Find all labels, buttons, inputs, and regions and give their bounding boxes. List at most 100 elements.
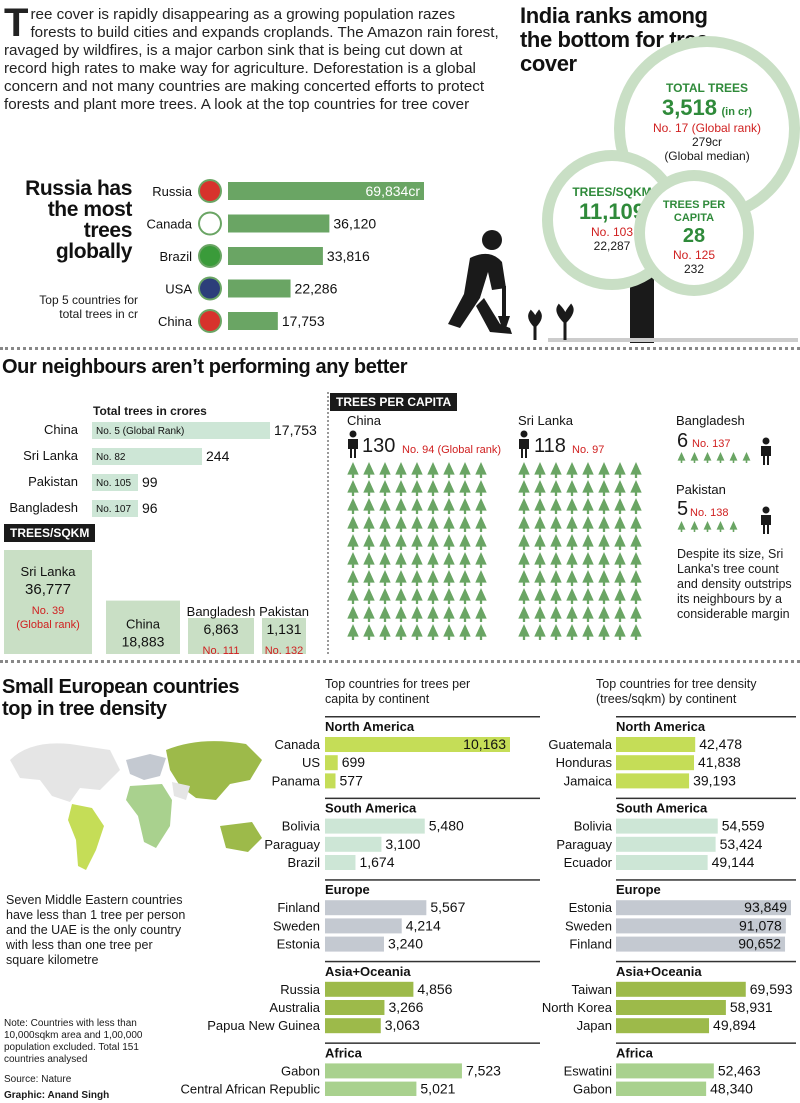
person-icon xyxy=(761,437,771,465)
nb-sqkm-column: Sri Lanka 36,777 No. 39 (Global rank) xyxy=(4,550,92,654)
continent-bar xyxy=(616,855,708,870)
continent-row: Eswatini 52,463 xyxy=(564,1062,761,1079)
nb-sqkm-bar xyxy=(188,618,254,654)
pc-srilanka-trees xyxy=(518,462,644,640)
continent-value: 4,856 xyxy=(417,981,452,997)
continent-bar xyxy=(325,1063,462,1079)
europe-title: Small European countries top in tree den… xyxy=(2,676,240,720)
tree-icon xyxy=(742,452,753,463)
tree-icon xyxy=(518,462,532,478)
top5-row: Brazil 33,816 xyxy=(159,244,370,268)
tree-icon xyxy=(518,606,532,622)
continent-value: 3,100 xyxy=(385,836,420,852)
tree-icon xyxy=(427,606,441,622)
nb-sqkm-country: Pakistan xyxy=(259,604,309,619)
continent-value: 5,021 xyxy=(420,1081,455,1096)
tree-icon xyxy=(363,552,377,568)
continent-group: Africa Gabon 7,523 Central African Republic… xyxy=(181,1042,540,1096)
tree-icon xyxy=(395,588,409,604)
tree-icon xyxy=(395,462,409,478)
tree-icon xyxy=(379,516,393,532)
continent-row: Guatemala 42,478 xyxy=(548,736,742,752)
continent-bar xyxy=(616,737,696,752)
tree-icon xyxy=(395,498,409,514)
continent-country: Honduras xyxy=(556,755,613,770)
continent-country: Russia xyxy=(280,982,321,997)
nb-total-rank: No. 82 xyxy=(96,452,126,463)
continent-value: 39,193 xyxy=(693,772,736,788)
tree-icon xyxy=(411,534,425,550)
nb-total-row: Pakistan No. 105 99 xyxy=(28,474,158,491)
tree-icon xyxy=(630,606,644,622)
continent-row: Papua New Guinea 3,063 xyxy=(207,1017,420,1034)
tree-icon xyxy=(582,534,596,550)
tree-icon xyxy=(411,606,425,622)
tree-icon xyxy=(427,498,441,514)
total-trees-crores-label: Total trees in crores xyxy=(93,404,207,418)
continent-row: Finland 90,652 xyxy=(569,936,786,952)
tree-icon xyxy=(475,588,489,604)
tree-icon xyxy=(518,552,532,568)
person-icon xyxy=(519,430,529,458)
continent-value: 10,163 xyxy=(463,736,506,752)
total-trees-rank: No. 17 (Global rank) xyxy=(652,121,762,135)
pc-china-value: 130 xyxy=(362,435,396,457)
tree-icon xyxy=(379,480,393,496)
continent-country: North Korea xyxy=(542,1000,613,1015)
continent-rule xyxy=(325,797,540,800)
continent-bar xyxy=(616,773,690,789)
continent-bar xyxy=(325,855,356,870)
tree-icon xyxy=(690,521,701,532)
tree-icon xyxy=(363,534,377,550)
continent-name: Africa xyxy=(616,1045,654,1060)
tree-icon xyxy=(614,480,628,496)
continent-value: 577 xyxy=(340,772,364,788)
continent-country: Finland xyxy=(277,900,320,915)
gardener-icon xyxy=(448,230,512,334)
graphic-credit: Graphic: Anand Singh xyxy=(4,1090,110,1101)
tree-icon xyxy=(475,480,489,496)
india-title: India ranks among the bottom for tree co… xyxy=(520,3,708,76)
continent-value: 699 xyxy=(342,754,366,770)
tree-icon xyxy=(443,552,457,568)
tree-icon xyxy=(363,462,377,478)
tree-icon xyxy=(347,606,361,622)
nb-total-bar xyxy=(92,500,138,517)
nb-sqkm-column: Bangladesh 6,863 No. 111 xyxy=(187,604,256,656)
continent-bar xyxy=(325,900,427,916)
tree-icon xyxy=(427,480,441,496)
continent-bar xyxy=(325,737,510,752)
continent-row: Bolivia 54,559 xyxy=(574,818,765,834)
tree-icon xyxy=(550,570,564,586)
nb-total-value: 99 xyxy=(142,474,158,490)
tree-icon xyxy=(459,570,473,586)
tree-icon xyxy=(475,552,489,568)
continent-bar xyxy=(616,755,695,771)
tree-icon xyxy=(534,498,548,514)
tree-icon xyxy=(363,588,377,604)
continent-value: 58,931 xyxy=(730,999,773,1015)
continent-value: 90,652 xyxy=(738,936,781,952)
tree-icon xyxy=(534,462,548,478)
tree-icon xyxy=(518,624,532,640)
tree-icon xyxy=(475,534,489,550)
pc-srilanka-rank: No. 97 xyxy=(572,444,605,456)
continent-country: Guatemala xyxy=(548,737,612,752)
neighbours-title: Our neighbours aren’t performing any bet… xyxy=(2,356,408,378)
trees-sqkm-median: 22,287 xyxy=(593,239,631,253)
pc-bangladesh-rank: No. 137 xyxy=(692,438,731,450)
total-trees-median-label: (Global median) xyxy=(664,149,750,163)
continent-value: 7,523 xyxy=(466,1062,501,1078)
intro-body: ree cover is rapidly disappearing as a g… xyxy=(4,6,499,113)
tree-icon xyxy=(614,570,628,586)
tree-icon xyxy=(379,534,393,550)
tree-icon xyxy=(518,570,532,586)
continent-rule xyxy=(616,960,796,963)
flag-icon-inner xyxy=(200,278,220,299)
continent-row: Russia 4,856 xyxy=(280,981,453,997)
continent-value: 3,063 xyxy=(385,1017,420,1033)
nb-sqkm-rank: No. 39 xyxy=(32,605,64,617)
tree-icon xyxy=(703,452,714,463)
